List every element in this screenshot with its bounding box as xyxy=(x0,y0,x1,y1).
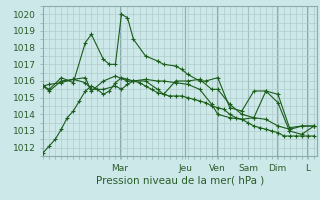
X-axis label: Pression niveau de la mer( hPa ): Pression niveau de la mer( hPa ) xyxy=(96,175,264,185)
